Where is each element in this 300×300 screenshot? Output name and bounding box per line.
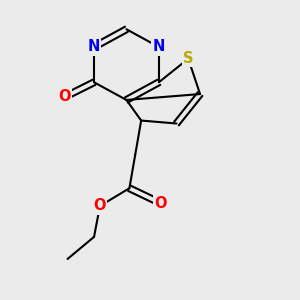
Text: N: N [88,39,100,54]
Text: O: O [58,89,71,104]
Text: S: S [183,51,194,66]
Text: O: O [154,196,167,211]
Text: N: N [153,39,165,54]
Text: O: O [94,198,106,213]
